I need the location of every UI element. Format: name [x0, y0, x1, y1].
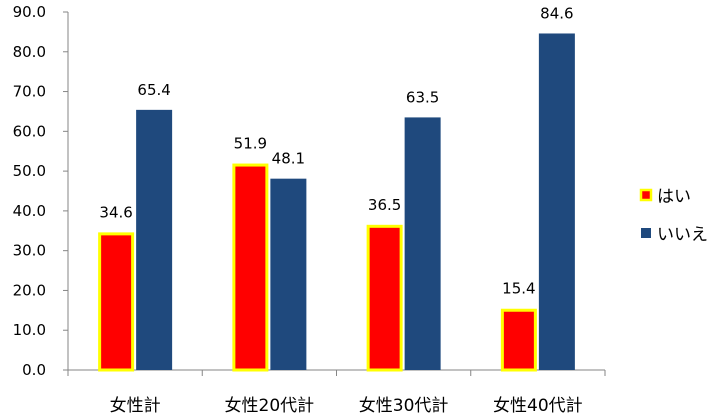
y-tick-label: 60.0 — [13, 122, 46, 140]
bar-hai — [366, 224, 403, 372]
legend-label: いいえ — [657, 225, 708, 245]
data-label: 15.4 — [502, 280, 535, 298]
y-tick-label: 70.0 — [13, 83, 46, 101]
data-label: 34.6 — [99, 203, 132, 221]
data-label: 65.4 — [137, 81, 170, 99]
data-label: 51.9 — [234, 135, 267, 153]
legend-label: はい — [657, 187, 691, 207]
x-category-label: 女性計 — [110, 396, 161, 413]
bar-iie — [270, 178, 307, 370]
bar-hai — [98, 232, 135, 372]
x-category-label: 女性20代計 — [225, 396, 315, 413]
legend-swatch — [641, 228, 651, 238]
y-axis: 0.0 10.0 20.0 30.0 40.0 50.0 60.0 70.0 80.0 90.0 — [13, 3, 69, 379]
data-label: 84.6 — [540, 4, 573, 22]
y-tick-label: 10.0 — [13, 321, 46, 339]
data-labels: 34.6 65.4 51.9 48.1 36.5 63.5 15.4 84.6 — [99, 4, 573, 297]
y-tick-label: 90.0 — [13, 3, 46, 21]
bar-iie — [538, 33, 575, 370]
data-label: 63.5 — [406, 88, 439, 106]
data-label: 36.5 — [368, 196, 401, 214]
bar-iie — [404, 117, 441, 371]
y-tick-label: 20.0 — [13, 281, 46, 299]
y-tick-label: 30.0 — [13, 242, 46, 260]
y-tick-label: 40.0 — [13, 202, 46, 220]
bar-hai — [500, 308, 537, 372]
x-category-label: 女性30代計 — [359, 396, 449, 413]
bar-hai — [232, 163, 269, 372]
y-tick-label: 80.0 — [13, 43, 46, 61]
y-tick-label: 0.0 — [22, 361, 46, 379]
bar-iie — [136, 109, 173, 370]
data-label: 48.1 — [272, 150, 305, 168]
x-axis: 女性計 女性20代計 女性30代計 女性40代計 — [67, 369, 606, 413]
bars — [98, 33, 575, 372]
x-category-label: 女性40代計 — [493, 396, 583, 413]
legend-swatch — [639, 188, 653, 202]
y-tick-label: 50.0 — [13, 162, 46, 180]
